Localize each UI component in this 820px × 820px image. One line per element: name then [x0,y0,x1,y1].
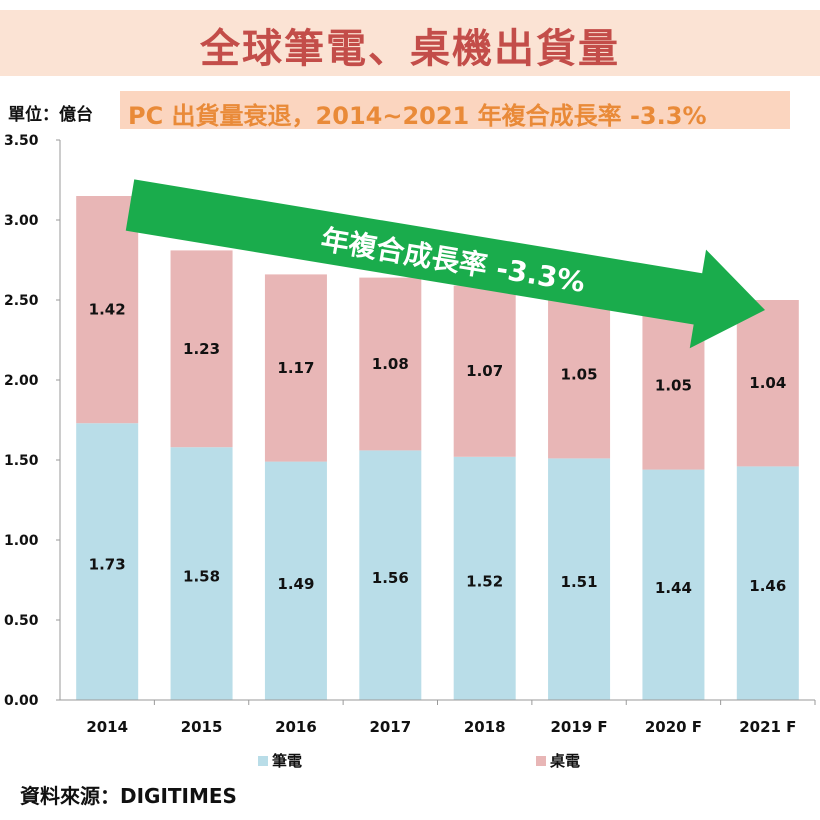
data-label: 1.08 [372,355,409,373]
y-tick-label: 2.50 [4,293,39,309]
bar-laptop [359,450,422,700]
x-tick-label: 2017 [369,718,411,736]
x-tick-label: 2021 F [739,718,796,736]
legend-item-desktop: 桌電 [536,750,580,771]
chart-subtitle: PC 出貨量衰退，2014~2021 年複合成長率 -3.3% [128,102,707,130]
data-label: 1.04 [749,374,786,392]
bar-desktop [170,250,233,448]
x-tick-label: 2019 F [550,718,607,736]
legend-swatch-laptop [258,755,268,766]
y-tick-label: 1.50 [4,453,39,469]
y-tick-label: 0.50 [4,613,39,629]
data-label: 1.56 [372,569,409,587]
title-banner [0,10,820,76]
legend-item-laptop: 筆電 [258,750,302,771]
y-tick-label: 1.00 [4,533,39,549]
x-tick-label: 2015 [181,718,223,736]
data-label: 1.44 [655,579,692,597]
bar-laptop [76,423,139,700]
data-label: 1.73 [89,556,126,574]
bar-laptop [453,456,516,700]
data-label: 1.51 [561,573,598,591]
data-label: 1.17 [277,359,314,377]
y-tick-label: 3.50 [4,133,39,149]
legend-label-desktop: 桌電 [550,752,581,770]
bar-laptop [264,461,327,700]
data-label: 1.52 [466,572,503,590]
x-tick-label: 2014 [86,718,128,736]
bar-laptop [736,466,799,700]
y-tick-label: 0.00 [4,693,39,709]
data-label: 1.07 [466,362,503,380]
unit-label: 單位：億台 [8,105,93,125]
bar-laptop [548,458,611,700]
bar-desktop [264,274,327,462]
data-label: 1.58 [183,568,220,586]
y-tick-label: 2.00 [4,373,39,389]
bar-desktop [736,300,799,467]
data-label: 1.46 [749,577,786,595]
bar-laptop [170,447,233,700]
legend-swatch-desktop [536,755,546,766]
source-note: 資料來源：DIGITIMES [20,784,237,808]
data-label: 1.42 [89,301,126,319]
trend-arrow-shape [125,179,765,349]
bar-desktop [548,290,611,459]
data-label: 1.05 [561,365,598,383]
subtitle-banner [120,91,790,129]
data-label: 1.05 [655,377,692,395]
data-label: 1.23 [183,340,220,358]
x-tick-label: 2020 F [645,718,702,736]
x-tick-label: 2018 [464,718,506,736]
bar-desktop [453,285,516,457]
chart-title: 全球筆電、桌機出貨量 [200,26,620,72]
bar-laptop [642,469,705,700]
x-tick-label: 2016 [275,718,317,736]
y-tick-label: 3.00 [4,213,39,229]
data-label: 1.49 [277,575,314,593]
legend-label-laptop: 筆電 [272,752,303,770]
bar-desktop [76,196,139,424]
bar-desktop [359,277,422,451]
